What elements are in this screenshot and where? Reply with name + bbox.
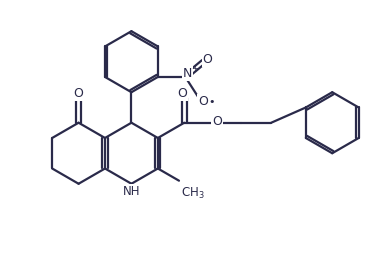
- Text: +: +: [191, 63, 198, 73]
- Text: O: O: [203, 53, 213, 66]
- Text: O: O: [212, 115, 222, 128]
- Text: •: •: [208, 97, 214, 107]
- Text: N: N: [183, 67, 192, 80]
- Text: CH$_3$: CH$_3$: [181, 186, 205, 201]
- Text: O: O: [74, 87, 84, 100]
- Text: NH: NH: [123, 185, 140, 198]
- Text: O: O: [177, 87, 187, 100]
- Text: O: O: [198, 95, 208, 108]
